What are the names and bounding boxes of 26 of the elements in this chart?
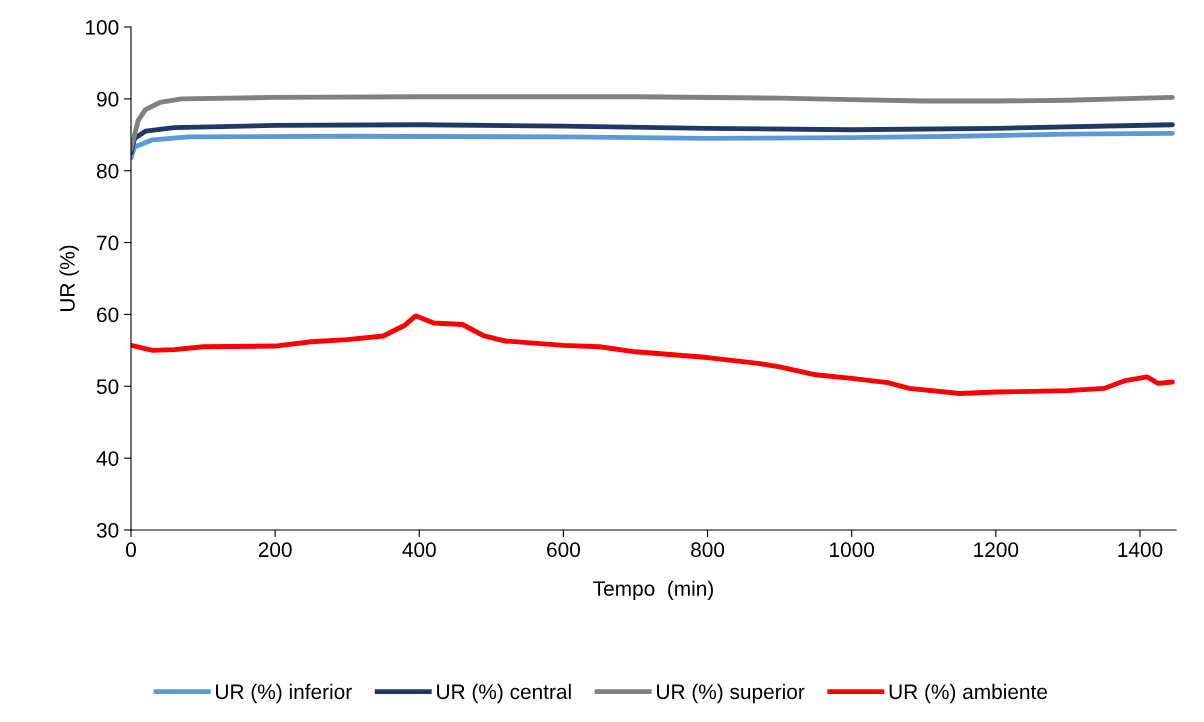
x-tick-label: 800 — [691, 542, 725, 558]
line-series — [131, 313, 1175, 396]
x-axis-title: Tempo (min) — [593, 580, 713, 601]
x-tick-label: 1000 — [830, 542, 875, 558]
legend-label: UR (%) superior — [657, 683, 805, 704]
y-axis-title: UR (%) — [59, 245, 79, 312]
legend-label: UR (%) ambiente — [889, 683, 1047, 704]
y-tick-label: 80 — [96, 163, 119, 179]
legend-label: UR (%) inferior — [216, 683, 352, 704]
y-tick-label: 60 — [97, 307, 119, 323]
line-series — [131, 94, 1175, 152]
x-tick-label: 1200 — [974, 542, 1019, 558]
y-tick-label: 90 — [97, 91, 119, 107]
y-tick-label: 70 — [97, 235, 119, 251]
y-tick-label: 40 — [96, 451, 119, 466]
y-tick-label: 30 — [96, 523, 119, 538]
y-tick-label: 50 — [96, 379, 119, 395]
line-series — [131, 130, 1175, 161]
line-series — [131, 122, 1175, 156]
x-tick-label: 600 — [547, 542, 580, 558]
x-tick-label: 1400 — [1118, 542, 1163, 558]
y-tick-label: 100 — [86, 20, 119, 35]
x-tick-label: 0 — [126, 542, 136, 558]
x-tick-label: 400 — [402, 542, 436, 558]
legend-label: UR (%) central — [437, 683, 571, 704]
x-tick-label: 200 — [258, 542, 292, 558]
